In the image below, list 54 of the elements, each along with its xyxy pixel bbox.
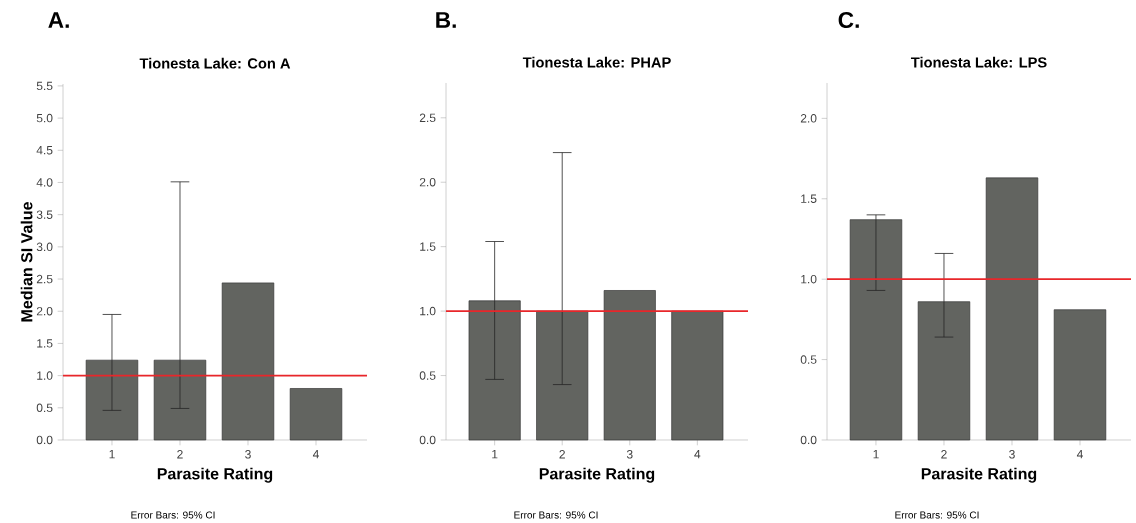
bar bbox=[1053, 309, 1107, 441]
y-tick-label: 0.0 bbox=[36, 435, 53, 445]
text: B. bbox=[436, 12, 456, 28]
x-tick-label: 2 bbox=[559, 450, 565, 459]
y-tick-label: 0.5 bbox=[800, 355, 817, 364]
y-tick-label: 3.5 bbox=[36, 210, 53, 219]
y-tick-label: 1.5 bbox=[37, 339, 53, 348]
y-tick-label: 4.0 bbox=[36, 178, 53, 187]
text: Error Bars: 95% CI bbox=[895, 511, 979, 519]
y-axis-title: Median SI Value bbox=[20, 202, 33, 322]
text: C. bbox=[838, 11, 859, 29]
y-tick-label: 5.5 bbox=[36, 81, 53, 91]
x-tick-label: 2 bbox=[177, 450, 183, 459]
y-tick-label: 1.5 bbox=[801, 194, 817, 203]
y-tick-label: 2.5 bbox=[419, 113, 436, 123]
bar bbox=[221, 282, 275, 441]
y-tick-label: 0.5 bbox=[419, 371, 436, 380]
bar bbox=[289, 388, 343, 441]
y-tick-label: 2.0 bbox=[36, 306, 53, 316]
chart-title: Tionesta Lake: LPS bbox=[910, 56, 1047, 68]
x-tick-label: 4 bbox=[694, 450, 701, 459]
y-tick-label: 0.0 bbox=[800, 435, 817, 445]
text: Error Bars: 95% CI bbox=[131, 511, 215, 519]
x-axis-title: Parasite Rating bbox=[157, 467, 273, 483]
bar bbox=[917, 301, 971, 441]
y-tick-label: 1.0 bbox=[420, 306, 436, 316]
chart-title: Tionesta Lake: PHAP bbox=[522, 56, 671, 68]
x-tick-label: 2 bbox=[941, 450, 947, 459]
y-tick-label: 5.0 bbox=[36, 113, 53, 123]
y-tick-label: 2.5 bbox=[36, 274, 53, 284]
y-tick-label: 2.0 bbox=[800, 114, 817, 123]
x-tick-label: 3 bbox=[626, 450, 633, 459]
x-axis-title: Parasite Rating bbox=[539, 467, 655, 483]
x-tick-label: 3 bbox=[245, 450, 251, 459]
bar bbox=[985, 177, 1039, 441]
y-tick-label: 4.5 bbox=[36, 146, 53, 155]
x-tick-label: 4 bbox=[1076, 450, 1083, 459]
x-tick-label: 3 bbox=[1009, 450, 1015, 459]
x-tick-label: 4 bbox=[312, 450, 319, 459]
y-tick-label: 1.0 bbox=[37, 371, 53, 380]
text: A. bbox=[48, 12, 69, 28]
y-tick-label: 1.0 bbox=[801, 274, 817, 284]
y-tick-label: 1.5 bbox=[420, 242, 436, 251]
x-tick-label: 1 bbox=[873, 450, 879, 459]
chart-title: Tionesta Lake: Con A bbox=[139, 57, 291, 69]
y-tick-label: 3.0 bbox=[36, 242, 53, 252]
x-axis-title: Parasite Rating bbox=[921, 467, 1037, 483]
x-tick-label: 1 bbox=[492, 450, 498, 459]
y-tick-label: 0.0 bbox=[419, 435, 436, 445]
text: Error Bars: 95% CI bbox=[514, 511, 598, 519]
bar bbox=[849, 219, 903, 441]
x-tick-label: 1 bbox=[109, 450, 115, 459]
y-tick-label: 2.0 bbox=[419, 177, 436, 187]
y-tick-label: 0.5 bbox=[36, 403, 53, 413]
